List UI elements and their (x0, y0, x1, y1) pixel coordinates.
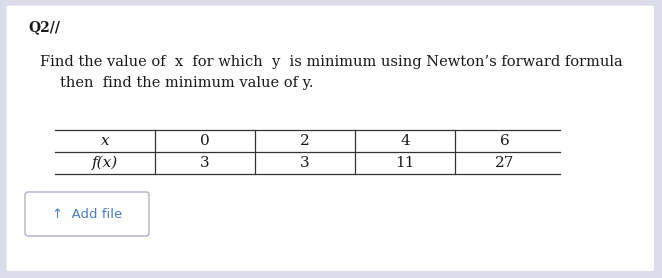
Text: 3: 3 (200, 156, 210, 170)
Text: 4: 4 (400, 134, 410, 148)
Text: ↑  Add file: ↑ Add file (52, 207, 122, 220)
FancyBboxPatch shape (25, 192, 149, 236)
Text: Find the value of  x  for which  y  is minimum using Newton’s forward formula: Find the value of x for which y is minim… (40, 55, 623, 69)
Text: 2: 2 (300, 134, 310, 148)
Text: 3: 3 (300, 156, 310, 170)
Text: 0: 0 (200, 134, 210, 148)
Text: x: x (101, 134, 109, 148)
Text: 27: 27 (495, 156, 514, 170)
Text: 6: 6 (500, 134, 510, 148)
Text: 11: 11 (395, 156, 415, 170)
Text: Q2//: Q2// (28, 20, 60, 34)
Text: then  find the minimum value of y.: then find the minimum value of y. (60, 76, 314, 90)
Text: f(x): f(x) (92, 156, 118, 170)
